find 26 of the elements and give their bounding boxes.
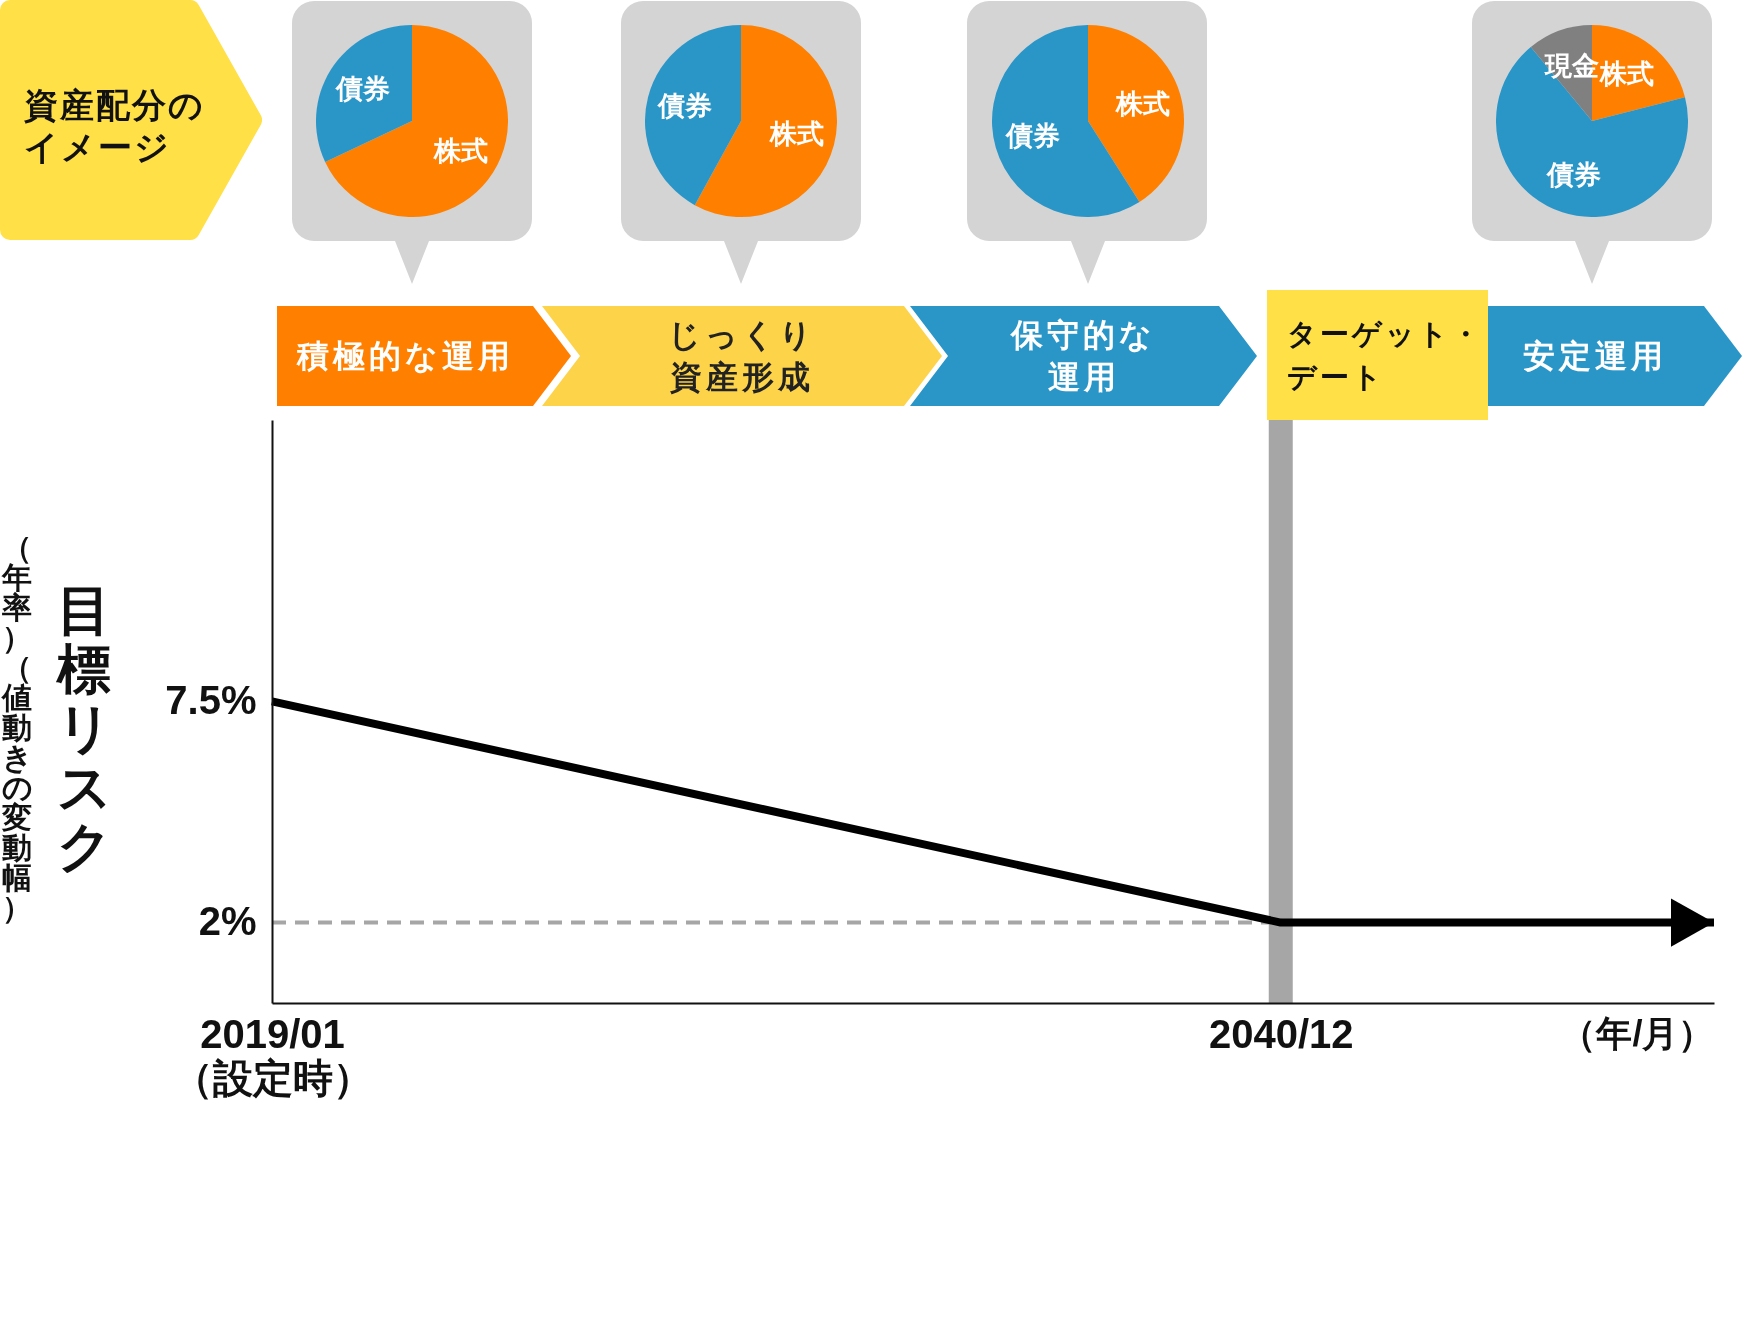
ref-line-label: ターゲット・デート <box>1286 317 1483 395</box>
x-axis-title: （年/月） <box>1560 1012 1715 1054</box>
pie-slice <box>316 25 412 162</box>
pie-slice <box>1496 47 1688 217</box>
text: （年率）（値動きの変動幅） <box>2 531 33 924</box>
slice-label: 株式 <box>768 119 824 150</box>
y-tick-label: 7.5% <box>165 677 257 722</box>
slice-label: 債券 <box>335 74 391 105</box>
x-tick-label: 2019/01 （設定時） <box>172 1011 373 1100</box>
text: 積極的な運用 <box>296 337 514 376</box>
text: 資産配分のイメージ <box>24 85 206 168</box>
slice-label: 債券 <box>657 90 713 121</box>
y-tick-label: 2% <box>198 899 257 944</box>
y-axis-title: 目標リスク <box>57 579 112 876</box>
pie-slice <box>1088 25 1184 203</box>
slice-label: 債券 <box>1546 159 1602 190</box>
text: じっくり資産形成 <box>667 316 817 397</box>
pie-slice <box>325 25 508 217</box>
slice-label: 株式 <box>1115 88 1171 119</box>
slice-label: 株式 <box>1599 59 1655 90</box>
text: 安定運用 <box>1522 337 1667 376</box>
x-tick-label: 2040/12 <box>1208 1011 1354 1056</box>
slice-label: 株式 <box>432 135 488 166</box>
slice-label: 債券 <box>1004 121 1060 152</box>
pie-slice <box>645 25 741 206</box>
text: 保守的な運用 <box>1009 316 1157 397</box>
